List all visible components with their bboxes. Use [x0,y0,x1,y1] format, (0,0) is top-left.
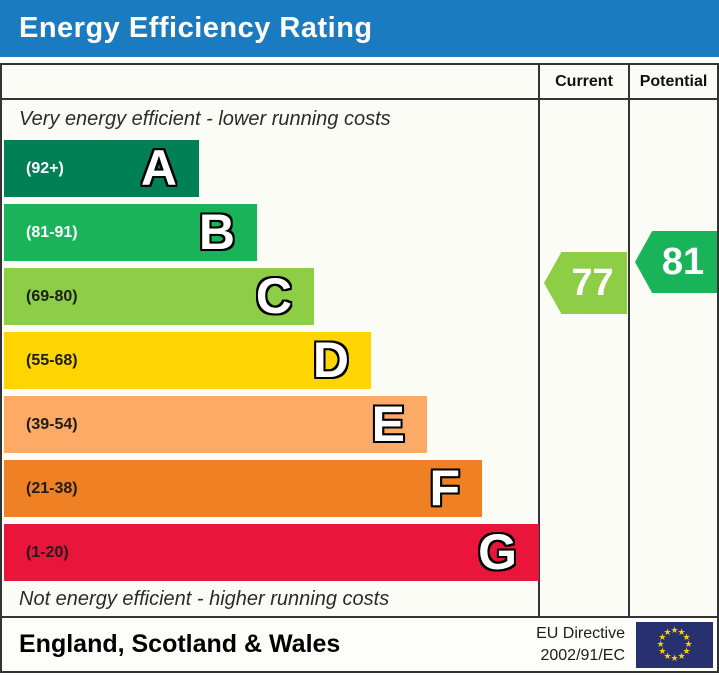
rating-band: (1-20) G [4,524,539,581]
rating-band: (55-68) D [4,332,371,389]
eu-flag-star-icon: ★ [656,640,664,650]
eu-flag-icon: ★★★★★★★★★★★★ [636,621,713,668]
band-range-label: (1-20) [26,543,69,561]
rating-band: (39-54) E [4,396,427,453]
eu-flag-star-icon: ★ [670,654,678,664]
eu-directive-line1: EU Directive [536,624,625,642]
region-label: England, Scotland & Wales [19,630,341,658]
band-letter: E [371,396,405,452]
current-column-header: Current [538,65,628,98]
current-rating-arrow: 77 [544,252,627,314]
eu-flag-star-icon: ★ [683,647,691,657]
title-bar: Energy Efficiency Rating [0,0,719,57]
band-range-label: (92+) [26,159,64,177]
band-letter: D [312,332,349,388]
eu-directive-group: EU Directive 2002/91/EC ★ ★ ★ ★ ★ ★ ★ ★ ★ ★ ★ ★ [536,621,717,668]
potential-rating-value: 81 [661,240,705,283]
band-letter: G [478,524,517,580]
eu-flag-star-icon: ★ [677,627,685,637]
potential-column-header: Potential [628,65,717,98]
current-rating-value: 77 [571,261,614,304]
band-range-label: (69-80) [26,287,78,305]
potential-column-divider [628,100,630,616]
page-title: Energy Efficiency Rating [19,12,373,44]
rating-band: (81-91) B [4,204,257,261]
rating-table: Current Potential Very energy efficient … [0,63,719,673]
eu-flag-star-icon: ★ [663,627,671,637]
eu-flag-star-icon: ★ [670,626,678,636]
band-range-label: (55-68) [26,351,78,369]
current-column-divider [538,100,540,616]
rating-band: (92+) A [4,140,199,197]
band-range-label: (81-91) [26,223,78,241]
header-spacer-cell [2,65,538,98]
eu-directive-label: EU Directive 2002/91/EC [536,623,625,666]
eu-flag-star-icon: ★ [684,640,692,650]
band-letter: F [429,460,460,516]
top-caption: Very energy efficient - lower running co… [19,108,391,130]
chart-area: Very energy efficient - lower running co… [2,100,717,616]
band-letter: B [198,204,235,260]
band-range-label: (39-54) [26,415,78,433]
eu-flag-star-icon: ★ [663,652,671,662]
eu-flag-star-icon: ★ [658,633,666,643]
rating-band: (69-80) C [4,268,314,325]
eu-flag-field [636,621,713,668]
rating-bands: (92+) A (81-91) B (69-80) C (55-68) D (3… [4,140,539,581]
eu-directive-line2: 2002/91/EC [540,646,625,664]
band-letter: C [255,268,292,324]
eu-flag-star-icon: ★ [677,652,685,662]
eu-flag-star-icon: ★ [658,647,666,657]
bottom-caption: Not energy efficient - higher running co… [19,588,390,610]
table-header: Current Potential [2,65,717,100]
table-footer: England, Scotland & Wales EU Directive 2… [2,616,717,671]
potential-rating-arrow: 81 [635,231,717,293]
band-letter: A [140,140,177,196]
eu-flag-star-icon: ★ [683,633,691,643]
rating-band: (21-38) F [4,460,482,517]
band-range-label: (21-38) [26,479,78,497]
